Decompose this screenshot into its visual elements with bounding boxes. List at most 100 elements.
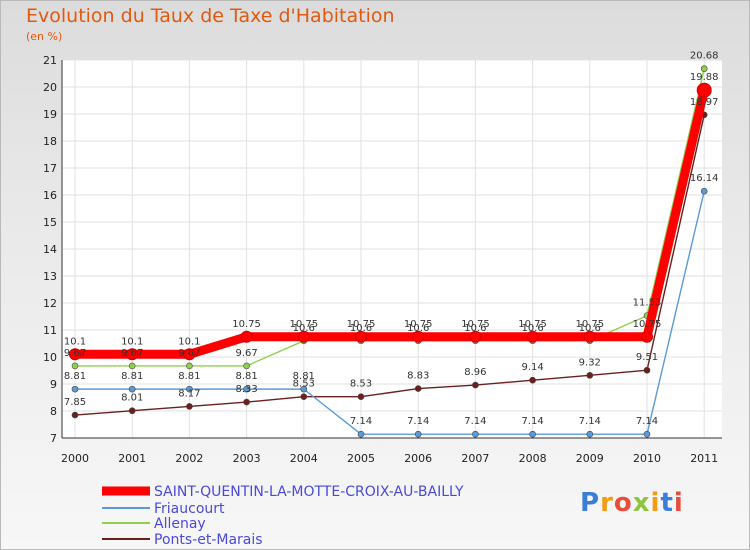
data-label: 7.14 <box>579 416 601 427</box>
data-label: 8.53 <box>350 379 372 390</box>
data-label: 10.75 <box>518 319 547 330</box>
data-point <box>469 330 482 343</box>
data-point <box>583 330 596 343</box>
series-line-friaucourt <box>74 190 705 435</box>
y-tick-label: 11 <box>43 324 57 337</box>
data-point <box>586 372 594 379</box>
data-point <box>71 362 79 370</box>
data-point <box>126 348 139 361</box>
data-label: 10.75 <box>575 319 604 330</box>
x-tick-label: 2002 <box>175 452 203 465</box>
data-point <box>696 82 712 98</box>
data-label: 9.14 <box>521 362 543 373</box>
data-label: 8.01 <box>121 393 143 404</box>
data-label: 10.1 <box>121 336 143 347</box>
x-tick-label: 2001 <box>118 452 146 465</box>
data-point <box>412 330 425 343</box>
data-label: 10.1 <box>64 336 86 347</box>
y-tick-label: 9 <box>50 378 57 391</box>
data-label: 18.97 <box>690 97 719 108</box>
data-point <box>186 403 193 410</box>
data-point <box>472 430 479 438</box>
data-point <box>128 362 136 370</box>
data-label: 7.14 <box>350 416 372 427</box>
data-point <box>414 385 422 392</box>
legend-label: Allenay <box>154 516 206 532</box>
x-tick-label: 2006 <box>404 452 432 465</box>
data-point <box>643 366 651 374</box>
data-point <box>529 430 536 438</box>
legend-label: Ponts-et-Marais <box>154 532 263 548</box>
y-tick-label: 16 <box>43 189 57 202</box>
data-point <box>69 348 81 361</box>
data-label: 8.53 <box>293 379 315 390</box>
data-label: 8.17 <box>178 388 200 399</box>
y-tick-label: 15 <box>43 216 57 229</box>
data-label: 8.81 <box>64 371 86 382</box>
x-tick-label: 2005 <box>347 452 375 465</box>
data-point <box>643 430 651 438</box>
x-tick-label: 2008 <box>519 452 547 465</box>
data-point <box>472 381 479 389</box>
data-label: 10.75 <box>289 319 318 330</box>
data-point <box>526 330 539 343</box>
x-tick-label: 2007 <box>461 452 489 465</box>
y-tick-label: 21 <box>43 54 57 67</box>
data-label: 8.33 <box>235 384 257 395</box>
data-label: 7.14 <box>464 416 486 427</box>
data-label: 9.67 <box>64 348 86 359</box>
data-label: 9.67 <box>235 348 257 359</box>
data-point <box>243 398 250 406</box>
data-point <box>355 330 367 343</box>
legend-label: SAINT-QUENTIN-LA-MOTTE-CROIX-AU-BAILLY <box>154 484 464 500</box>
data-label: 7.85 <box>64 397 86 408</box>
data-label: 8.81 <box>121 371 143 382</box>
data-label: 10.6 <box>579 323 601 334</box>
x-tick-label: 2009 <box>576 452 604 465</box>
data-point <box>186 362 193 370</box>
y-tick-label: 19 <box>43 108 57 121</box>
data-label: 7.14 <box>521 416 543 427</box>
y-tick-label: 12 <box>43 297 57 310</box>
data-point <box>300 393 308 400</box>
data-label: 7.14 <box>407 416 429 427</box>
data-point <box>700 187 708 195</box>
data-label: 7.14 <box>636 416 658 427</box>
x-tick-label: 2003 <box>233 452 261 465</box>
data-point <box>243 362 250 370</box>
data-point <box>240 330 253 343</box>
y-tick-label: 7 <box>50 432 57 445</box>
data-point <box>700 65 708 72</box>
data-label: 10.6 <box>407 323 429 334</box>
chart-title: Evolution du Taux de Taxe d'Habitation <box>26 5 395 27</box>
data-label: 10.6 <box>521 323 543 334</box>
data-point <box>128 385 136 393</box>
data-label: 10.6 <box>293 323 315 334</box>
data-label: 16.14 <box>690 173 719 184</box>
series-line-saint-quentin-la-motte-croix-au-bailly <box>70 85 709 359</box>
y-tick-label: 13 <box>43 270 57 283</box>
y-tick-label: 10 <box>43 351 57 364</box>
data-point <box>300 385 308 393</box>
data-label: 10.75 <box>404 319 433 330</box>
data-label: 8.81 <box>235 371 257 382</box>
data-label: 10.6 <box>350 323 372 334</box>
data-label: 9.67 <box>178 348 200 359</box>
x-tick-label: 2004 <box>290 452 318 465</box>
data-label: 8.81 <box>178 371 200 382</box>
data-label: 9.32 <box>579 357 601 368</box>
data-label: 8.96 <box>464 367 486 378</box>
data-point <box>357 430 365 438</box>
data-point <box>529 376 536 384</box>
x-tick-label: 2011 <box>690 452 718 465</box>
data-label: 9.51 <box>636 352 658 363</box>
y-tick-label: 17 <box>43 162 57 175</box>
data-label: 10.75 <box>232 319 261 330</box>
legend-label: Friaucourt <box>154 501 225 517</box>
data-point <box>186 385 193 393</box>
data-point <box>586 430 594 438</box>
data-point <box>243 385 250 393</box>
x-tick-label: 2010 <box>633 452 661 465</box>
data-point <box>641 330 653 343</box>
